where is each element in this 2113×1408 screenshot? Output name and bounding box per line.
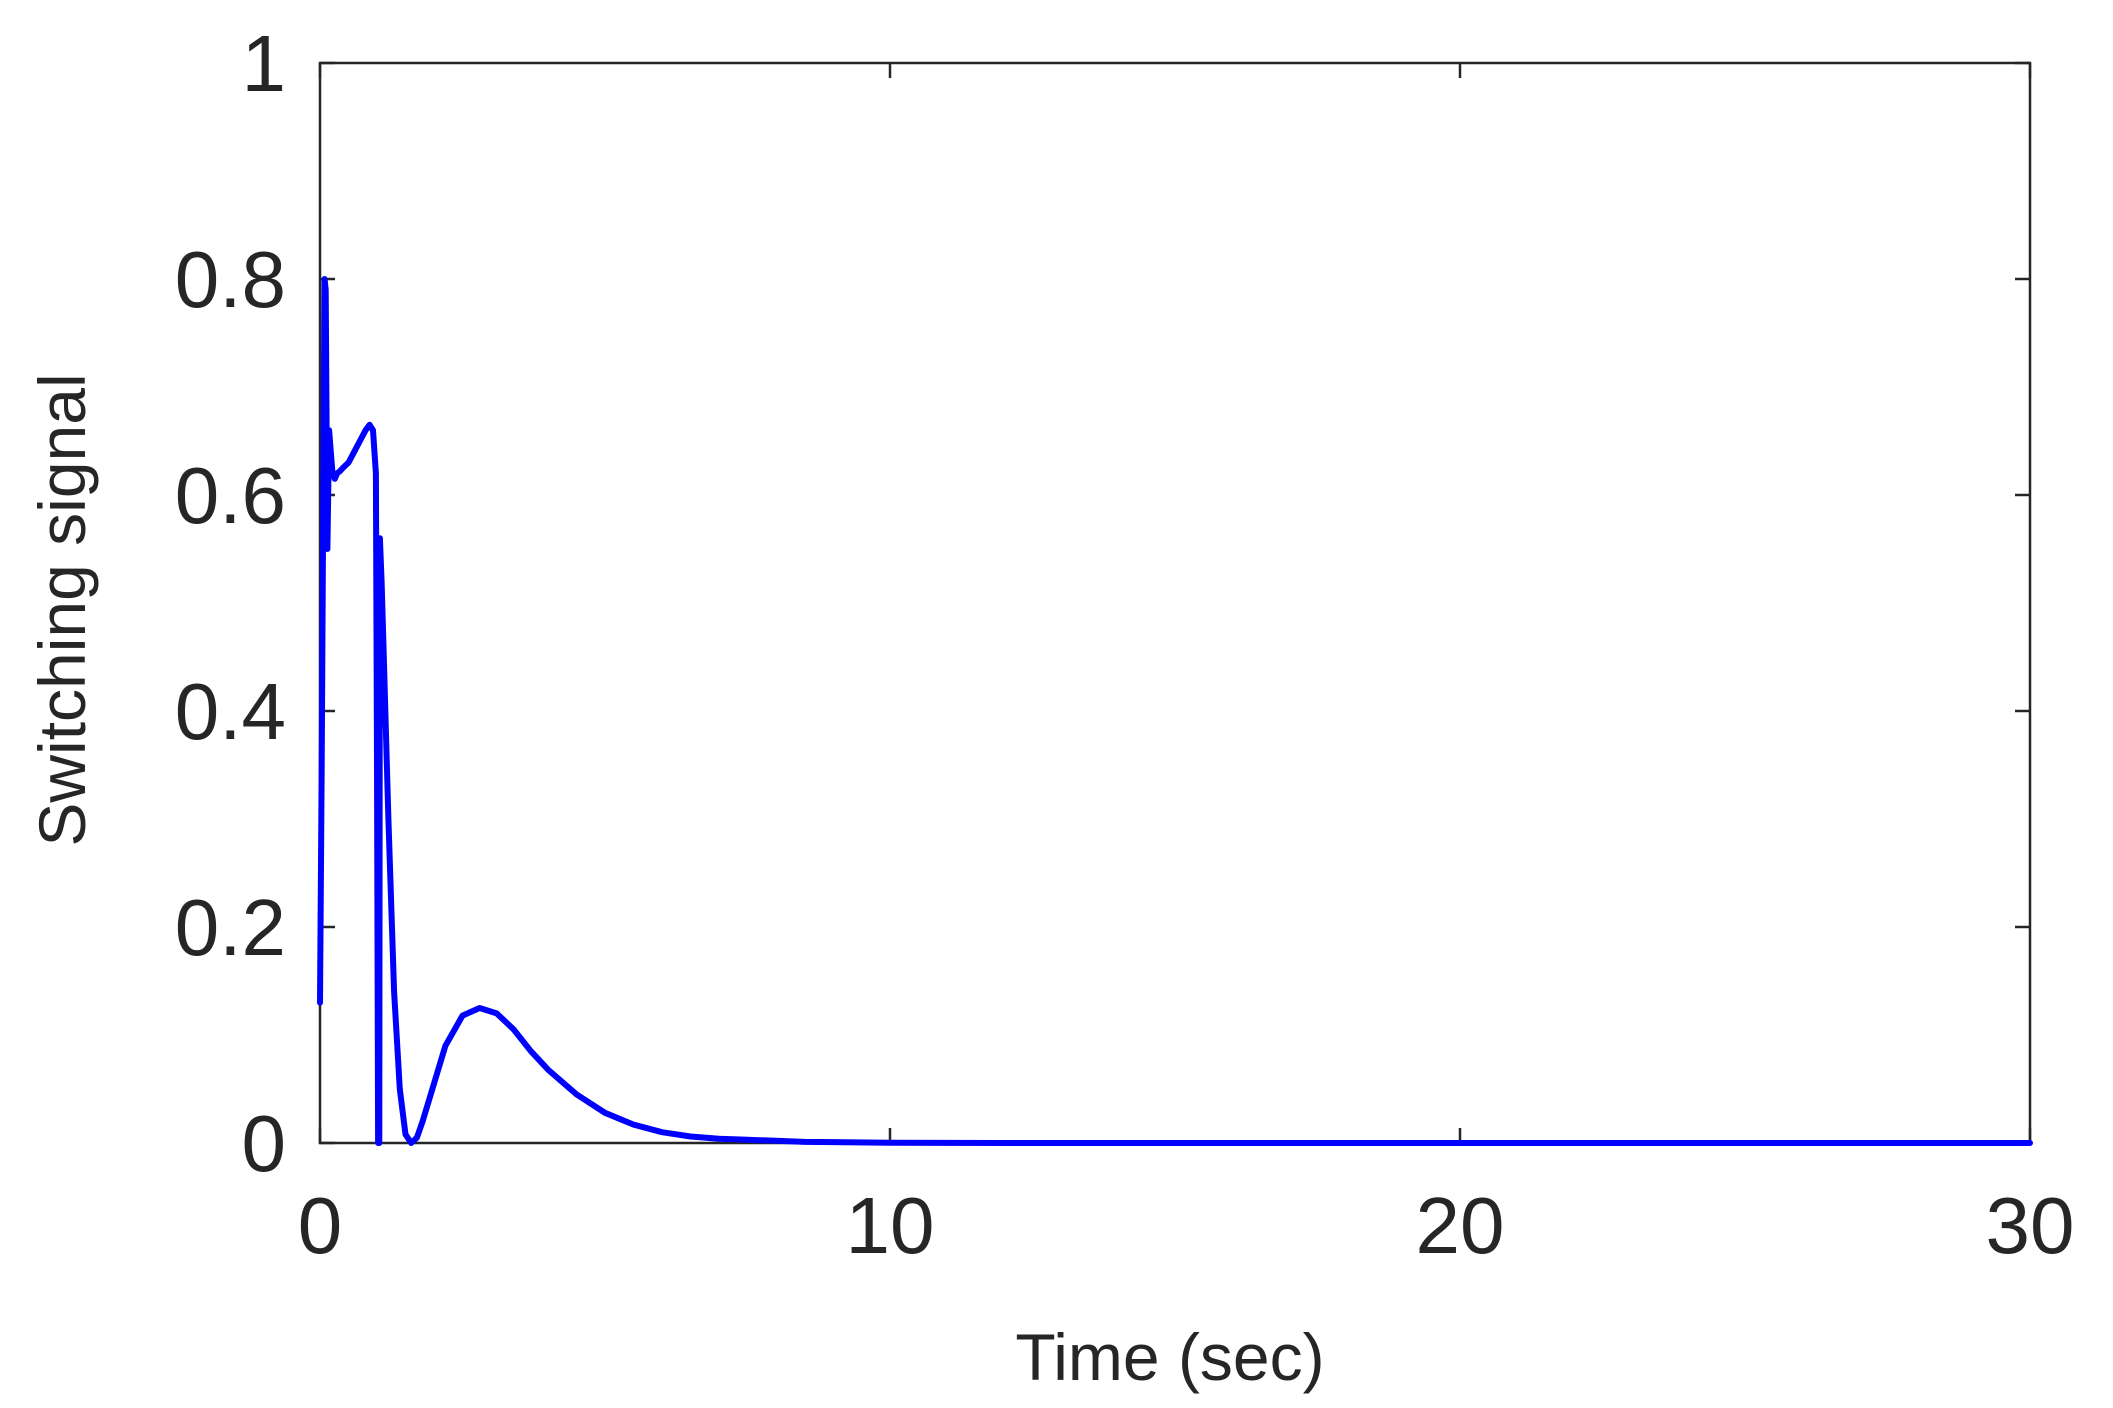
series-line-0 [317, 276, 2033, 1146]
x-axis-label: Time (sec) [1015, 1320, 1324, 1394]
y-tick-label: 1 [242, 19, 287, 108]
y-tick-label: 0.4 [175, 667, 286, 756]
plot-frame [318, 61, 2032, 1145]
x-tick-label: 20 [1416, 1181, 1505, 1270]
y-tick-label: 0.6 [175, 451, 286, 540]
plot-area [318, 61, 2032, 1145]
y-tick-label: 0.2 [175, 883, 286, 972]
tick-labels: 0 10 20 30 0 0.2 0.4 0.6 0.8 1 [175, 19, 2075, 1270]
series-group [317, 276, 2033, 1146]
y-tick-label: 0 [242, 1099, 287, 1188]
y-axis-label: Switching signal [25, 373, 99, 846]
x-tick-label: 30 [1986, 1181, 2075, 1270]
x-tick-label: 0 [298, 1181, 343, 1270]
y-tick-label: 0.8 [175, 235, 286, 324]
x-tick-label: 10 [846, 1181, 935, 1270]
